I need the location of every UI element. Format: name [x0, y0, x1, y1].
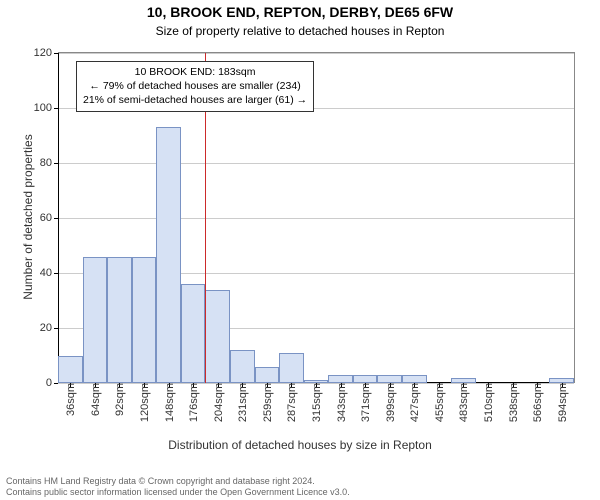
x-tick-label: 371sqm — [358, 383, 372, 422]
annotation-box: 10 BROOK END: 183sqm← 79% of detached ho… — [76, 61, 314, 112]
histogram-bar — [230, 350, 255, 383]
x-tick-label: 148sqm — [162, 383, 176, 422]
x-tick-label: 120sqm — [137, 383, 151, 422]
x-axis-label: Distribution of detached houses by size … — [0, 438, 600, 452]
x-tick-label: 343sqm — [334, 383, 348, 422]
x-tick-label: 204sqm — [211, 383, 225, 422]
x-tick-label: 259sqm — [260, 383, 274, 422]
x-tick-label: 538sqm — [506, 383, 520, 422]
page-title: 10, BROOK END, REPTON, DERBY, DE65 6FW — [0, 4, 600, 20]
histogram-bar — [156, 127, 181, 383]
histogram-bar — [58, 356, 83, 384]
x-tick-label: 92sqm — [112, 383, 126, 416]
page-subtitle: Size of property relative to detached ho… — [0, 24, 600, 38]
y-tick-mark — [54, 383, 58, 384]
x-tick-label: 427sqm — [407, 383, 421, 422]
x-tick-label: 64sqm — [88, 383, 102, 416]
x-tick-label: 176sqm — [186, 383, 200, 422]
gridline — [58, 163, 574, 164]
histogram-chart: 02040608010012036sqm64sqm92sqm120sqm148s… — [58, 52, 575, 383]
annotation-line-2: ← 79% of detached houses are smaller (23… — [83, 79, 307, 93]
x-tick-label: 315sqm — [309, 383, 323, 422]
y-axis-label: Number of detached properties — [21, 117, 35, 317]
annotation-line-1: 10 BROOK END: 183sqm — [83, 65, 307, 79]
x-tick-label: 566sqm — [530, 383, 544, 422]
x-tick-label: 483sqm — [456, 383, 470, 422]
x-tick-label: 36sqm — [63, 383, 77, 416]
x-tick-label: 594sqm — [555, 383, 569, 422]
gridline — [58, 218, 574, 219]
histogram-bar — [132, 257, 157, 384]
histogram-bar — [205, 290, 230, 384]
histogram-bar — [107, 257, 132, 384]
histogram-bar — [279, 353, 304, 383]
histogram-bar — [328, 375, 353, 383]
histogram-bar — [83, 257, 108, 384]
histogram-bar — [181, 284, 206, 383]
footer-line-1: Contains HM Land Registry data © Crown c… — [6, 476, 594, 487]
annotation-line-3: 21% of semi-detached houses are larger (… — [83, 93, 307, 107]
gridline — [58, 53, 574, 54]
histogram-bar — [402, 375, 427, 383]
histogram-bar — [353, 375, 378, 383]
x-tick-label: 287sqm — [284, 383, 298, 422]
x-tick-label: 510sqm — [481, 383, 495, 422]
x-tick-label: 231sqm — [235, 383, 249, 422]
y-axis-line — [58, 53, 59, 383]
histogram-bar — [255, 367, 280, 384]
footer-attribution: Contains HM Land Registry data © Crown c… — [6, 476, 594, 499]
footer-line-2: Contains public sector information licen… — [6, 487, 594, 498]
histogram-bar — [377, 375, 402, 383]
x-tick-label: 455sqm — [432, 383, 446, 422]
x-tick-label: 399sqm — [383, 383, 397, 422]
